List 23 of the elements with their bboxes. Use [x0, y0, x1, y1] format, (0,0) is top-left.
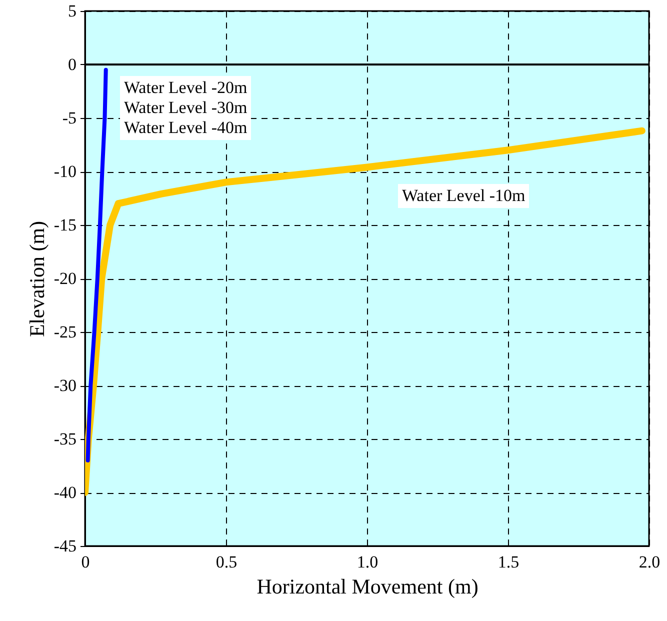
- y-tick-label: -30: [54, 376, 76, 395]
- y-tick-label: -35: [54, 430, 76, 448]
- x-axis-title: Horizontal Movement (m): [256, 574, 478, 598]
- y-tick-label: -45: [54, 536, 76, 556]
- y-tick-label: -25: [54, 322, 76, 342]
- x-tick-label: 1.0: [356, 552, 378, 572]
- y-tick-label: -5: [62, 108, 76, 128]
- y-tick-label: -15: [54, 216, 76, 234]
- y-tick-label: -20: [54, 269, 76, 288]
- annotation: Water Level -10m: [398, 184, 530, 208]
- x-tick-label: 0: [81, 552, 90, 572]
- x-tick-label: 1.5: [498, 552, 520, 572]
- y-axis-title: Elevation (m): [24, 220, 49, 338]
- annotation: Water Level -40m: [124, 118, 248, 137]
- x-tick-label: 0.5: [216, 552, 238, 572]
- annotation: Water Level -30m: [124, 98, 248, 117]
- annotation: Water Level -20m: [124, 78, 248, 97]
- y-tick-label: 5: [68, 2, 76, 20]
- x-tick-label: 2.0: [638, 552, 660, 572]
- y-tick-label: -10: [54, 162, 76, 181]
- y-tick-label: 0: [68, 55, 76, 74]
- y-tick-label: -40: [54, 483, 76, 502]
- line-series: [86, 68, 108, 462]
